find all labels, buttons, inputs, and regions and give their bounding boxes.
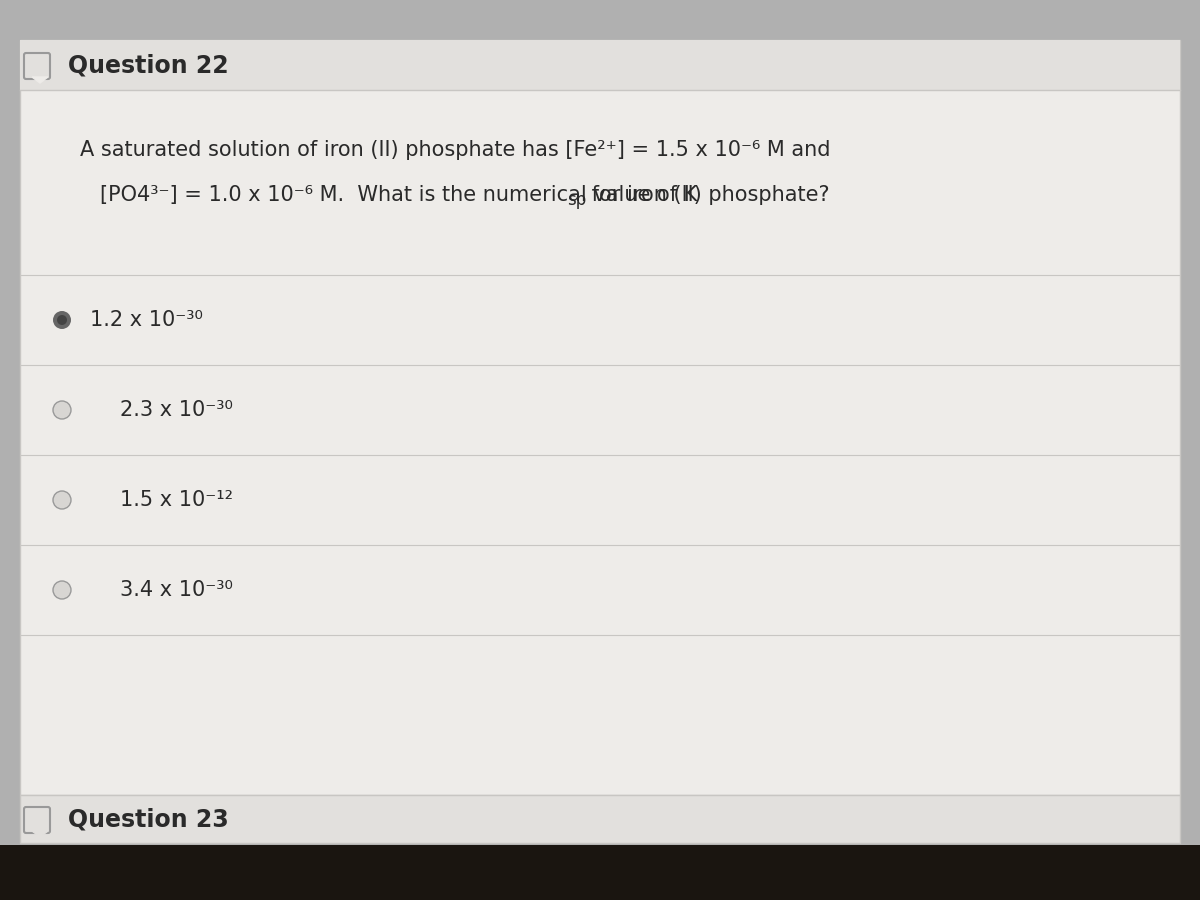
Bar: [20, 40, 1180, 90]
Text: sp: sp: [568, 191, 587, 209]
Text: 2.3 x 10⁻³⁰: 2.3 x 10⁻³⁰: [120, 400, 233, 420]
Text: 1.2 x 10⁻³⁰: 1.2 x 10⁻³⁰: [90, 310, 203, 330]
Bar: [0, 845, 1200, 900]
Circle shape: [53, 311, 71, 329]
Circle shape: [53, 491, 71, 509]
Text: [PO4³⁻] = 1.0 x 10⁻⁶ M.  What is the numerical value of K: [PO4³⁻] = 1.0 x 10⁻⁶ M. What is the nume…: [100, 185, 697, 205]
Text: 1.5 x 10⁻¹²: 1.5 x 10⁻¹²: [120, 490, 233, 510]
Text: Question 22: Question 22: [68, 53, 229, 77]
Text: Question 23: Question 23: [68, 807, 229, 831]
Circle shape: [58, 315, 67, 325]
Text: A saturated solution of iron (II) phosphate has [Fe²⁺] = 1.5 x 10⁻⁶ M and: A saturated solution of iron (II) phosph…: [80, 140, 830, 160]
Bar: [20, 795, 1180, 843]
Circle shape: [53, 581, 71, 599]
Text: for iron (II) phosphate?: for iron (II) phosphate?: [586, 185, 830, 205]
Text: 3.4 x 10⁻³⁰: 3.4 x 10⁻³⁰: [120, 580, 233, 600]
Polygon shape: [32, 831, 48, 837]
Circle shape: [53, 401, 71, 419]
Polygon shape: [32, 77, 48, 83]
Bar: [20, 40, 1180, 795]
